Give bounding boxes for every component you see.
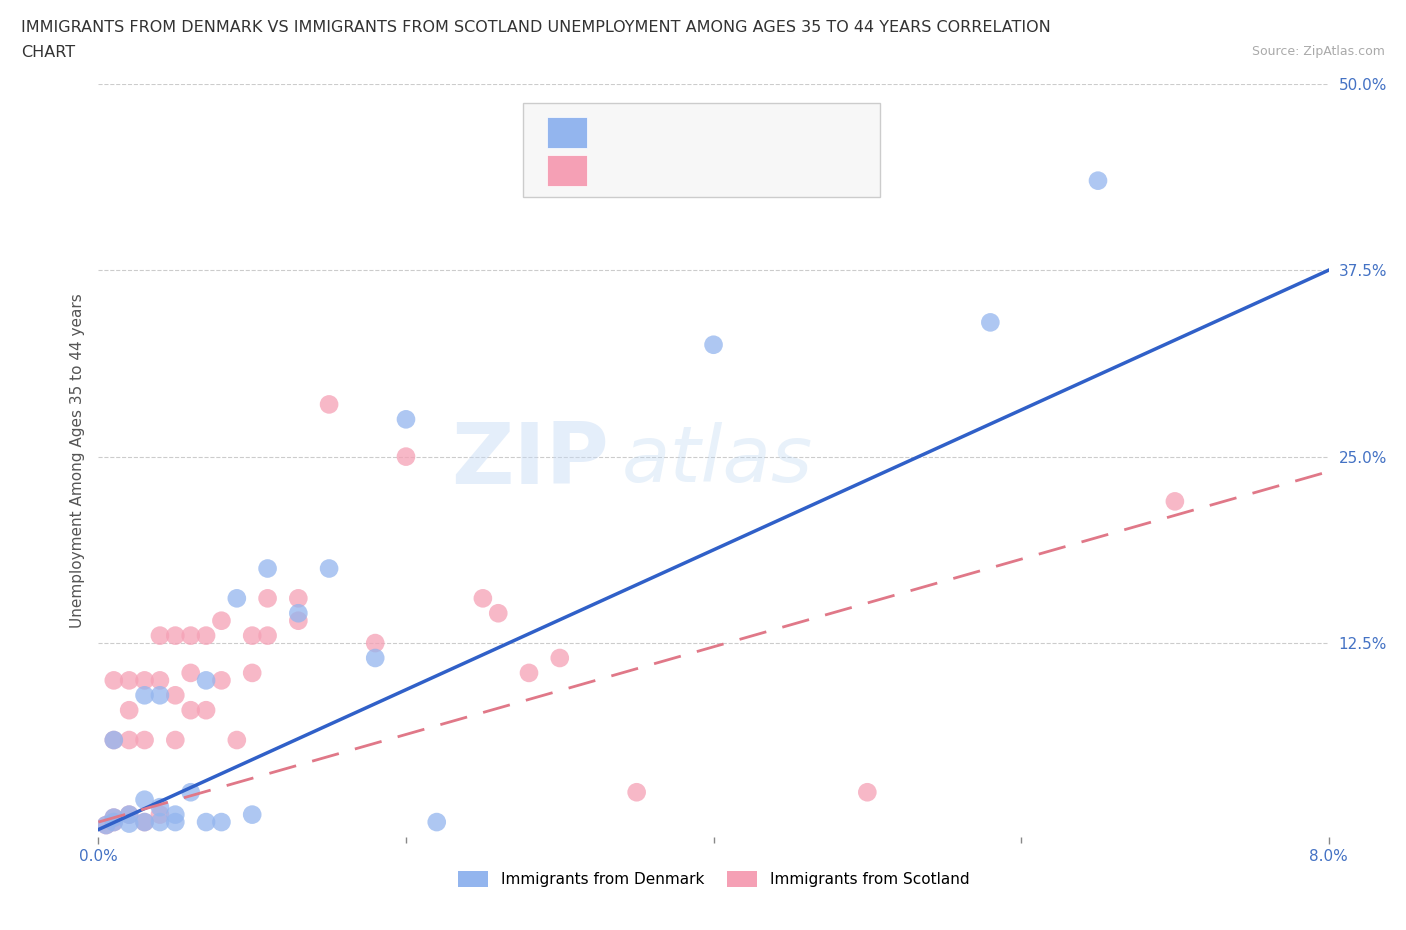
Point bbox=[118, 733, 141, 748]
Point bbox=[703, 338, 725, 352]
Point bbox=[149, 673, 172, 688]
Point bbox=[211, 815, 233, 830]
Point bbox=[256, 628, 278, 643]
Point bbox=[149, 807, 172, 822]
Point bbox=[979, 315, 1001, 330]
Point bbox=[165, 688, 187, 703]
Point bbox=[149, 815, 172, 830]
Text: atlas: atlas bbox=[621, 422, 813, 498]
Point bbox=[134, 815, 156, 830]
Point bbox=[180, 628, 202, 643]
Point bbox=[195, 628, 218, 643]
Point bbox=[1164, 494, 1187, 509]
Point bbox=[364, 635, 387, 650]
Point bbox=[134, 733, 156, 748]
Point bbox=[118, 807, 141, 822]
Point bbox=[240, 628, 263, 643]
Point bbox=[256, 591, 278, 605]
Point bbox=[180, 785, 202, 800]
Point bbox=[103, 815, 125, 830]
Point bbox=[103, 733, 125, 748]
Point bbox=[103, 733, 125, 748]
Point bbox=[118, 807, 141, 822]
Point bbox=[318, 397, 340, 412]
Text: R = 0.575: R = 0.575 bbox=[603, 161, 693, 179]
Point bbox=[225, 733, 247, 748]
Point bbox=[165, 733, 187, 748]
Point bbox=[94, 817, 117, 832]
Text: IMMIGRANTS FROM DENMARK VS IMMIGRANTS FROM SCOTLAND UNEMPLOYMENT AMONG AGES 35 T: IMMIGRANTS FROM DENMARK VS IMMIGRANTS FR… bbox=[21, 20, 1050, 35]
Point bbox=[149, 688, 172, 703]
Point bbox=[1087, 173, 1109, 188]
Point bbox=[180, 703, 202, 718]
Point bbox=[118, 817, 141, 831]
Point bbox=[103, 815, 125, 830]
Point bbox=[856, 785, 879, 800]
Point bbox=[94, 817, 117, 832]
Point bbox=[287, 605, 309, 620]
Point bbox=[225, 591, 247, 605]
Point bbox=[118, 673, 141, 688]
Text: CHART: CHART bbox=[21, 45, 75, 60]
Point bbox=[395, 412, 418, 427]
Point bbox=[240, 807, 263, 822]
Text: N = 29: N = 29 bbox=[733, 124, 794, 141]
Point bbox=[149, 628, 172, 643]
Point bbox=[364, 651, 387, 666]
Point bbox=[240, 666, 263, 681]
Text: ZIP: ZIP bbox=[451, 418, 609, 502]
Point bbox=[118, 703, 141, 718]
Point bbox=[395, 449, 418, 464]
Point bbox=[287, 613, 309, 628]
Point bbox=[517, 666, 540, 681]
FancyBboxPatch shape bbox=[547, 154, 586, 186]
Point bbox=[180, 666, 202, 681]
Point bbox=[318, 561, 340, 576]
Text: N = 42: N = 42 bbox=[733, 161, 794, 179]
FancyBboxPatch shape bbox=[523, 102, 880, 197]
Point bbox=[426, 815, 449, 830]
Text: R = 0.735: R = 0.735 bbox=[603, 124, 693, 141]
Legend: Immigrants from Denmark, Immigrants from Scotland: Immigrants from Denmark, Immigrants from… bbox=[451, 865, 976, 894]
Point bbox=[195, 703, 218, 718]
Point bbox=[134, 688, 156, 703]
Point bbox=[626, 785, 648, 800]
Point bbox=[165, 628, 187, 643]
Point bbox=[134, 792, 156, 807]
Text: Source: ZipAtlas.com: Source: ZipAtlas.com bbox=[1251, 45, 1385, 58]
Y-axis label: Unemployment Among Ages 35 to 44 years: Unemployment Among Ages 35 to 44 years bbox=[69, 293, 84, 628]
Point bbox=[256, 561, 278, 576]
Point bbox=[149, 800, 172, 815]
Point bbox=[195, 815, 218, 830]
Point bbox=[103, 810, 125, 825]
Point bbox=[103, 673, 125, 688]
Point bbox=[471, 591, 494, 605]
Point bbox=[134, 815, 156, 830]
FancyBboxPatch shape bbox=[547, 117, 586, 149]
Point bbox=[165, 815, 187, 830]
Point bbox=[211, 613, 233, 628]
Point bbox=[287, 591, 309, 605]
Point bbox=[134, 673, 156, 688]
Point bbox=[195, 673, 218, 688]
Point bbox=[165, 807, 187, 822]
Point bbox=[211, 673, 233, 688]
Point bbox=[548, 651, 571, 666]
Point bbox=[486, 605, 509, 620]
Point bbox=[103, 810, 125, 825]
